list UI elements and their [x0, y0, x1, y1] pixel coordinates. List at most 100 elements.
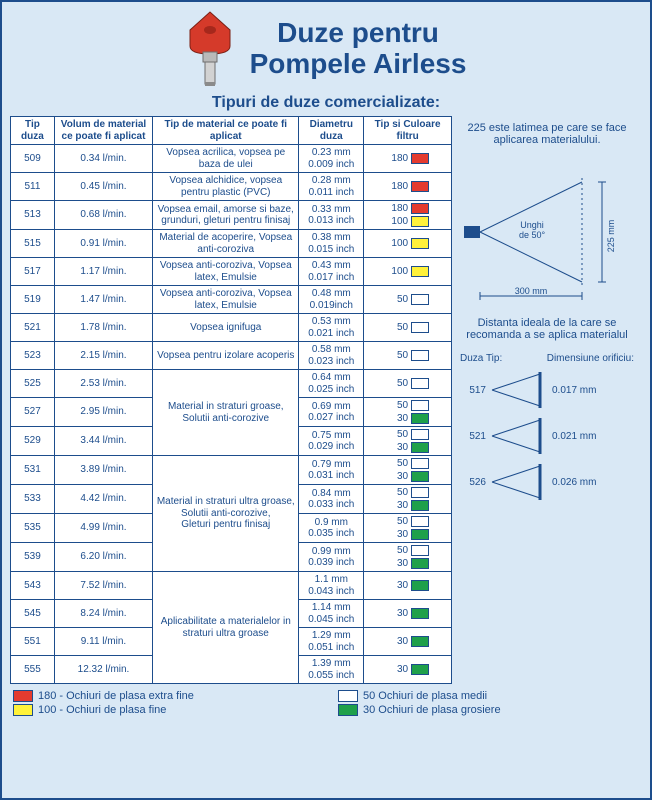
title-line1: Duze pentru	[250, 18, 467, 49]
cell-diameter: 0.33 mm0.013 inch	[299, 201, 364, 230]
cell-tip: 531	[11, 456, 55, 485]
legend-swatch	[13, 704, 33, 716]
cell-material: Material in straturi ultra groase, Solut…	[153, 456, 299, 572]
tip-diagram-row: 5260.026 mm	[460, 462, 634, 502]
filter-swatch	[411, 580, 429, 591]
tip-diagram-header: Duza Tip: Dimensiune orificiu:	[460, 353, 634, 364]
filter-swatch	[411, 458, 429, 469]
legend-item: 100 - Ochiuri de plasa fine	[10, 704, 317, 716]
cell-filter: 5030	[364, 514, 452, 543]
cell-material: Material de acoperire, Vopsea anti-coroz…	[153, 230, 299, 258]
legend-swatch	[13, 690, 33, 702]
nozzle-table: Tip duza Volum de material ce poate fi a…	[10, 116, 452, 684]
cell-diameter: 1.39 mm0.055 inch	[299, 656, 364, 684]
cell-tip: 527	[11, 398, 55, 427]
cell-diameter: 0.23 mm0.009 inch	[299, 145, 364, 173]
cell-diameter: 1.14 mm0.045 inch	[299, 600, 364, 628]
spray-cone-icon	[488, 462, 548, 502]
title-block: Duze pentru Pompele Airless	[250, 18, 467, 80]
cell-volume: 2.15 l/min.	[54, 342, 152, 370]
cell-material: Vopsea ignifuga	[153, 314, 299, 342]
cell-tip: 513	[11, 201, 55, 230]
cell-filter: 5030	[364, 398, 452, 427]
cell-diameter: 0.28 mm0.011 inch	[299, 173, 364, 201]
tip-header-right: Dimensiune orificiu:	[547, 353, 634, 364]
filter-number: 50	[386, 350, 408, 362]
filter-swatch	[411, 471, 429, 482]
cell-filter: 5030	[364, 485, 452, 514]
cell-volume: 0.91 l/min.	[54, 230, 152, 258]
filter-number: 180	[386, 181, 408, 193]
filter-number: 50	[386, 487, 408, 499]
cell-material: Vopsea email, amorse si baze, grunduri, …	[153, 201, 299, 230]
orifice-size: 0.026 mm	[552, 477, 596, 488]
cell-tip: 551	[11, 628, 55, 656]
cell-material: Vopsea acrilica, vopsea pe baza de ulei	[153, 145, 299, 173]
cell-filter: 30	[364, 600, 452, 628]
filter-number: 50	[386, 458, 408, 470]
filter-swatch	[411, 181, 429, 192]
cell-diameter: 0.99 mm0.039 inch	[299, 543, 364, 572]
filter-number: 100	[386, 238, 408, 250]
cell-material: Vopsea alchidice, vopsea pentru plastic …	[153, 173, 299, 201]
table-wrap: Tip duza Volum de material ce poate fi a…	[10, 116, 452, 684]
cell-material: Vopsea anti-coroziva, Vopsea latex, Emul…	[153, 258, 299, 286]
filter-swatch	[411, 429, 429, 440]
legend-text: 100 - Ochiuri de plasa fine	[38, 704, 166, 716]
cell-filter: 50	[364, 286, 452, 314]
filter-swatch	[411, 664, 429, 675]
legend-item: 180 - Ochiuri de plasa extra fine	[10, 690, 317, 702]
filter-swatch	[411, 516, 429, 527]
table-header-row: Tip duza Volum de material ce poate fi a…	[11, 117, 452, 145]
table-row: 5211.78 l/min.Vopsea ignifuga0.53 mm0.02…	[11, 314, 452, 342]
cell-filter: 100	[364, 258, 452, 286]
cell-material: Material in straturi groase, Solutii ant…	[153, 370, 299, 456]
cell-diameter: 0.69 mm0.027 inch	[299, 398, 364, 427]
filter-number: 180	[386, 153, 408, 165]
cell-volume: 2.95 l/min.	[54, 398, 152, 427]
filter-swatch	[411, 442, 429, 453]
filter-swatch	[411, 545, 429, 556]
filter-swatch	[411, 378, 429, 389]
filter-number: 180	[386, 203, 408, 215]
cell-filter: 50	[364, 342, 452, 370]
filter-number: 30	[386, 664, 408, 676]
cell-filter: 50	[364, 370, 452, 398]
svg-text:300 mm: 300 mm	[515, 286, 548, 296]
title-line2: Pompele Airless	[250, 49, 467, 80]
tip-diagram-row: 5170.017 mm	[460, 370, 634, 410]
filter-number: 30	[386, 636, 408, 648]
th-vol: Volum de material ce poate fi aplicat	[54, 117, 152, 145]
cell-volume: 3.89 l/min.	[54, 456, 152, 485]
content: Tip duza Volum de material ce poate fi a…	[2, 116, 650, 684]
legend-text: 30 Ochiuri de plasa grosiere	[363, 704, 501, 716]
cell-filter: 5030	[364, 456, 452, 485]
spray-angle-diagram: Unghi de 50° 225 mm 300 mm	[462, 164, 632, 304]
cell-tip: 533	[11, 485, 55, 514]
cell-filter: 5030	[364, 543, 452, 572]
tip-diagram-row: 5210.021 mm	[460, 416, 634, 456]
filter-number: 30	[386, 500, 408, 512]
table-row: 5150.91 l/min.Material de acoperire, Vop…	[11, 230, 452, 258]
filter-swatch	[411, 238, 429, 249]
filter-number: 50	[386, 400, 408, 412]
tip-number: 517	[460, 385, 486, 396]
filter-number: 30	[386, 558, 408, 570]
filter-number: 30	[386, 471, 408, 483]
cell-diameter: 0.58 mm0.023 inch	[299, 342, 364, 370]
cell-diameter: 0.53 mm0.021 inch	[299, 314, 364, 342]
cell-volume: 12.32 l/min.	[54, 656, 152, 684]
cell-filter: 180	[364, 173, 452, 201]
cell-volume: 1.17 l/min.	[54, 258, 152, 286]
cell-tip: 521	[11, 314, 55, 342]
header: Duze pentru Pompele Airless	[2, 2, 650, 92]
cell-diameter: 0.38 mm0.015 inch	[299, 230, 364, 258]
cell-tip: 543	[11, 572, 55, 600]
filter-swatch	[411, 500, 429, 511]
cell-volume: 6.20 l/min.	[54, 543, 152, 572]
cell-material: Vopsea pentru izolare acoperis	[153, 342, 299, 370]
cell-volume: 3.44 l/min.	[54, 427, 152, 456]
th-filt: Tip si Culoare filtru	[364, 117, 452, 145]
filter-number: 50	[386, 545, 408, 557]
legend-swatch	[338, 704, 358, 716]
